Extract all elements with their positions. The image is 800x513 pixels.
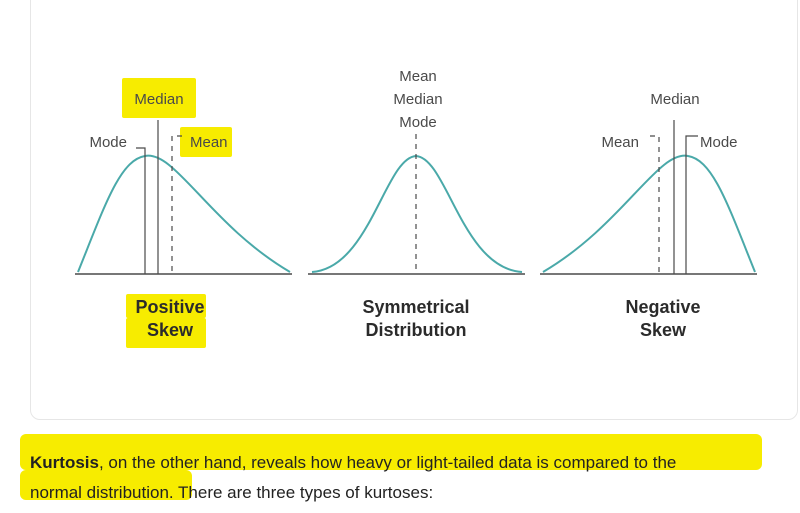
positive-mode-label: Mode <box>89 134 127 151</box>
highlight-caption-1 <box>126 294 206 318</box>
negative-caption-line2: Skew <box>640 320 687 340</box>
symmetrical-median-label: Median <box>393 91 442 108</box>
highlight-mean <box>180 127 232 157</box>
paragraph-text-line2: normal distribution. There are three typ… <box>30 483 434 502</box>
positive-mean-line <box>171 135 182 274</box>
negative-mean-line <box>650 135 660 274</box>
symmetrical-curve <box>311 154 523 273</box>
symmetrical-caption-line1: Symmetrical <box>362 297 469 317</box>
paragraph-highlight-line2 <box>20 470 192 500</box>
positive-curve <box>77 154 291 273</box>
symmetrical-mean-label: Mean <box>399 68 437 85</box>
negative-curve <box>542 154 756 273</box>
positive-mean-label: Mean <box>190 134 228 151</box>
negative-mean-label: Mean <box>601 134 639 151</box>
positive-median-label: Median <box>134 91 183 108</box>
positive-caption-line2: Skew <box>147 320 194 340</box>
paragraph-text-line1: , on the other hand, reveals how heavy o… <box>98 453 677 472</box>
symmetrical-caption-line2: Distribution <box>366 320 467 340</box>
highlight-caption-2 <box>126 318 206 348</box>
negative-median-label: Median <box>650 91 699 108</box>
positive-mode-line <box>136 147 146 274</box>
positive-caption-line1: Positive <box>135 297 204 317</box>
negative-mode-line <box>685 135 698 274</box>
paragraph-highlight-line1 <box>20 434 762 470</box>
negative-caption-line1: Negative <box>625 297 700 317</box>
skewness-diagram: Median Mode Mean Positive Skew Mean Medi… <box>75 68 757 348</box>
kurtosis-term: Kurtosis <box>30 453 99 472</box>
kurtosis-paragraph: Kurtosis, on the other hand, reveals how… <box>30 448 790 508</box>
negative-mode-label: Mode <box>700 134 738 151</box>
symmetrical-mode-label: Mode <box>399 114 437 131</box>
highlight-median <box>122 78 196 118</box>
